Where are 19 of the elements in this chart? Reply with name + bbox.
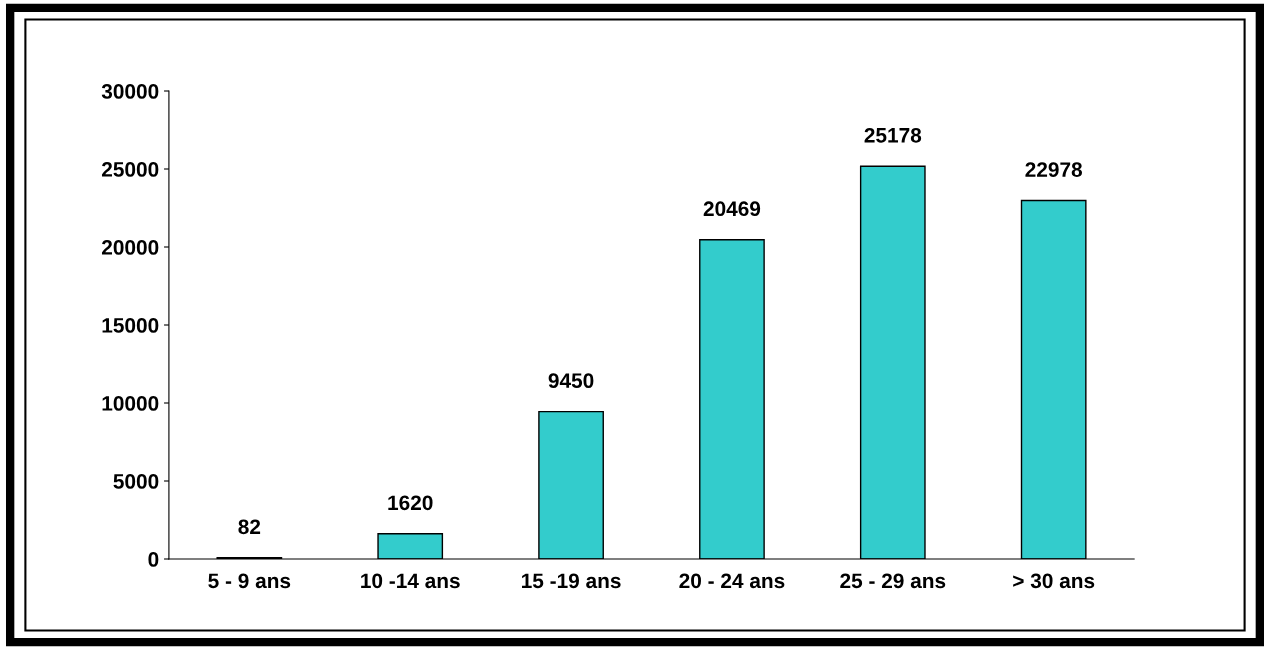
y-tick-label: 15000 [102, 318, 159, 333]
y-tick-label: 5000 [113, 474, 159, 489]
y-tick-label: 10000 [102, 396, 159, 411]
y-tick-label: 25000 [101, 162, 159, 177]
x-tick-label: 15 -19 ans [522, 573, 621, 589]
y-tick-label: 0 [148, 552, 159, 567]
x-tick-label: 10 -14 ans [361, 573, 460, 589]
data-label: 22978 [1025, 162, 1083, 177]
x-tick-label: 20 - 24 ans [679, 573, 785, 589]
data-label: 9450 [548, 373, 594, 389]
x-tick-label: 25 - 29 ans [840, 573, 946, 589]
data-label: 20469 [703, 201, 761, 217]
data-label: 1620 [388, 495, 433, 511]
data-label: 25178 [864, 127, 922, 143]
x-tick-label: 5 - 9 ans [208, 573, 291, 589]
x-tick-label: > 30 ans [1013, 573, 1095, 589]
y-tick-label: 20000 [101, 240, 159, 255]
y-tick-label: 30000 [101, 84, 159, 99]
data-label: 82 [238, 519, 261, 535]
